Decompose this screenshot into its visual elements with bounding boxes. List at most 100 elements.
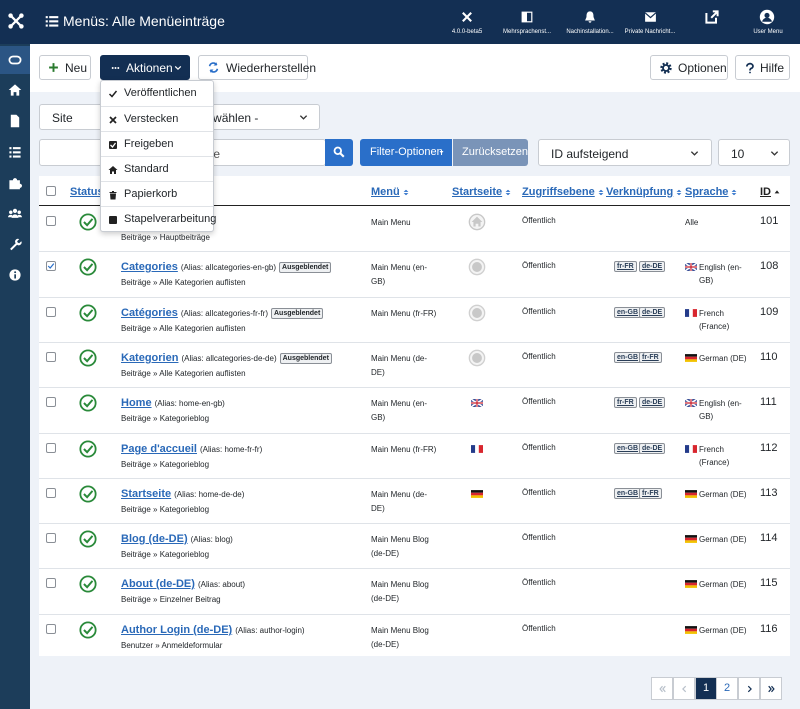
bell-icon xyxy=(585,11,595,23)
status-published xyxy=(79,440,97,458)
title-line: Kategorien (Alias: allcategories-de-de) Au… xyxy=(121,352,332,364)
association-badge[interactable]: de-DE xyxy=(639,443,666,454)
column-header[interactable]: Verknüpfung xyxy=(606,186,674,198)
association-badge[interactable]: de-DE xyxy=(639,307,666,318)
page-number[interactable]: 1 xyxy=(695,677,717,700)
association-badge[interactable]: de-DE xyxy=(639,261,666,272)
flag-fr xyxy=(685,309,697,317)
dropdown-item[interactable]: Veröffentlichen xyxy=(101,81,213,106)
item-language: English (en-GB) xyxy=(699,399,742,421)
column-header[interactable]: Menü xyxy=(371,186,400,198)
title-line: About (de-DE) (Alias: about) xyxy=(121,578,245,590)
search-button[interactable] xyxy=(325,139,353,166)
plus-icon xyxy=(49,63,58,72)
association-badge[interactable]: en-GB xyxy=(614,307,641,318)
status-published xyxy=(79,349,97,367)
item-title[interactable]: Kategorien xyxy=(121,352,179,364)
item-title[interactable]: Categories xyxy=(121,261,178,273)
title-line: Author Login (de-DE) (Alias: author-login… xyxy=(121,624,305,636)
checkbox[interactable] xyxy=(46,397,56,407)
help-label: Hilfe xyxy=(760,61,785,75)
filter-options-button[interactable]: Filter-Optionen xyxy=(360,139,452,166)
ordering-select[interactable]: ID aufsteigend xyxy=(538,139,712,166)
item-title[interactable]: Home xyxy=(121,397,152,409)
column-header[interactable]: Startseite xyxy=(452,186,503,198)
item-access: Öffentlich xyxy=(522,261,556,270)
association-badge[interactable]: en-GB xyxy=(614,488,641,499)
dropdown-item[interactable]: Freigeben xyxy=(101,131,213,156)
column-header[interactable]: Zugriffsebene xyxy=(522,186,595,198)
association-badge[interactable]: fr-FR xyxy=(639,352,662,363)
sidebar-icon xyxy=(9,178,22,190)
checkbox[interactable] xyxy=(46,533,56,543)
checkbox[interactable] xyxy=(46,488,56,498)
row-divider xyxy=(39,523,790,524)
item-title[interactable]: About (de-DE) xyxy=(121,578,195,590)
dropdown-item[interactable]: Verstecken xyxy=(101,106,213,131)
association-badge[interactable]: fr-FR xyxy=(614,261,637,272)
item-menu: Main Menu Blog (de-DE) xyxy=(371,626,429,649)
dropdown-icon xyxy=(109,191,117,200)
checkbox[interactable] xyxy=(46,186,56,196)
header-item-label[interactable]: Mehrsprachenst... xyxy=(502,29,552,35)
header-item-label[interactable]: Private Nachricht... xyxy=(624,29,676,35)
dropdown-item[interactable]: Standard xyxy=(101,156,213,181)
item-title[interactable]: Page d'accueil xyxy=(121,443,197,455)
options-button[interactable]: Optionen xyxy=(650,55,728,80)
flag-de xyxy=(685,354,697,362)
last-page[interactable] xyxy=(760,677,782,700)
item-title[interactable]: Author Login (de-DE) xyxy=(121,624,233,636)
reset-button[interactable]: Zurücksetzen xyxy=(453,139,528,166)
association-badge[interactable]: de-DE xyxy=(639,397,666,408)
sort-icon xyxy=(505,189,511,196)
checkbox[interactable] xyxy=(46,578,56,588)
next-page[interactable] xyxy=(738,677,760,700)
association-badge[interactable]: en-GB xyxy=(614,352,641,363)
checkbox[interactable] xyxy=(46,443,56,453)
column-header[interactable]: ID xyxy=(760,186,771,198)
dropdown-item[interactable]: Papierkorb xyxy=(101,181,213,206)
item-title[interactable]: Catégories xyxy=(121,307,178,319)
checkbox[interactable] xyxy=(46,216,56,226)
item-title[interactable]: Blog (de-DE) xyxy=(121,533,188,545)
association-badge[interactable]: en-GB xyxy=(614,443,641,454)
user-icon xyxy=(759,9,775,25)
dropdown-label: Stapelverarbeitung xyxy=(124,213,217,225)
title-line: Page d'accueil (Alias: home-fr-fr) xyxy=(121,443,262,455)
item-menu: Main Menu (de-DE) xyxy=(371,354,428,377)
checkbox[interactable] xyxy=(46,624,56,634)
column-header[interactable]: Status xyxy=(70,186,104,198)
item-id: 113 xyxy=(760,487,778,499)
home-unset xyxy=(468,349,486,367)
item-access: Öffentlich xyxy=(522,352,556,361)
header-item-label[interactable]: User Menu xyxy=(753,29,783,35)
checkbox[interactable] xyxy=(46,352,56,362)
association-badge[interactable]: fr-FR xyxy=(614,397,637,408)
item-alias: (Alias: allcategories-en-gb) xyxy=(180,262,277,272)
item-id: 114 xyxy=(760,532,778,544)
page-number[interactable]: 2 xyxy=(716,677,738,700)
checkbox[interactable] xyxy=(46,261,56,271)
page-title: Menüs: Alle Menüeinträge xyxy=(63,13,225,29)
actions-dropdown: Veröffentlichen Verstecken Freigeben Standa… xyxy=(100,80,217,232)
title-line: Startseite (Alias: home-de-de) xyxy=(121,488,244,500)
flag-de xyxy=(685,626,697,634)
association-badge[interactable]: fr-FR xyxy=(639,488,662,499)
actions-button[interactable]: Aktionen xyxy=(100,55,190,80)
header-item-label[interactable]: Nachinstallation... xyxy=(566,29,614,35)
header-divider xyxy=(39,205,790,206)
item-menu: Main Menu Blog (de-DE) xyxy=(371,580,429,603)
pager-arrow xyxy=(659,685,666,693)
sort-icon xyxy=(403,189,409,196)
restore-button[interactable]: Wiederherstellen xyxy=(198,55,316,80)
item-alias: (Alias: home-en-gb) xyxy=(154,398,225,408)
dropdown-item[interactable]: Stapelverarbeitung xyxy=(101,206,217,231)
limit-select[interactable]: 10 xyxy=(718,139,790,166)
flag-gb xyxy=(685,263,697,271)
new-button[interactable]: Neu xyxy=(39,55,91,80)
checkbox[interactable] xyxy=(46,307,56,317)
item-id: 115 xyxy=(760,577,778,589)
item-title[interactable]: Startseite xyxy=(121,488,172,500)
help-button[interactable]: Hilfe xyxy=(735,55,790,80)
column-header[interactable]: Sprache xyxy=(685,186,729,198)
